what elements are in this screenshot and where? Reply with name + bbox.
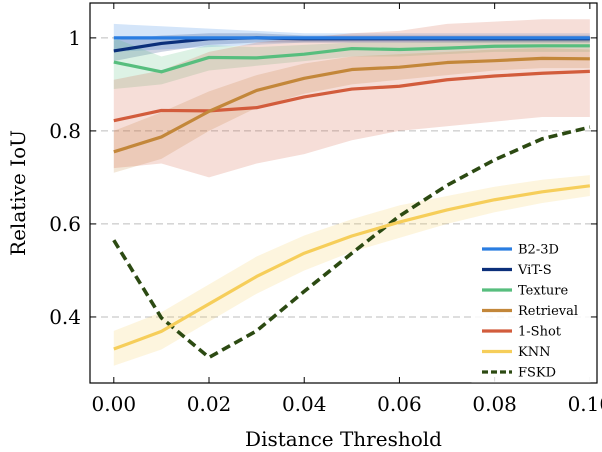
series-line-3: [113, 56, 590, 154]
legend-label-6: FSKD: [518, 366, 556, 381]
legend-label-1: ViT-S: [517, 263, 552, 278]
x-tick-label: 0.00: [92, 392, 137, 416]
series-line-2: [113, 44, 590, 74]
x-tick-label: 0.04: [282, 392, 327, 416]
legend-label-2: Texture: [518, 284, 568, 299]
x-tick-label: 0.08: [472, 392, 517, 416]
y-tick-label: 1: [68, 26, 81, 50]
x-tick-label: 0.02: [187, 392, 232, 416]
legend-box: [471, 234, 591, 383]
y-tick-label: 0.6: [49, 212, 81, 236]
y-tick-label: 0.4: [49, 305, 81, 329]
series-line-6: [112, 125, 591, 360]
series-lines: [112, 36, 591, 360]
band-series-2: [113, 37, 590, 90]
x-tick-label: 0.06: [377, 392, 422, 416]
legend-label-5: KNN: [518, 345, 550, 360]
y-axis-label: Relative IoU: [6, 130, 30, 256]
legend-label-4: 1-Shot: [518, 325, 562, 340]
axis-ticks: 0.00 0.02 0.04 0.06 0.08 0.10 0.4 0.6 0.8 1: [49, 3, 602, 416]
band-series-5: [113, 175, 590, 366]
series-line-4: [113, 69, 590, 123]
x-tick-label: 0.10: [568, 392, 602, 416]
legend-label-3: Retrieval: [518, 304, 578, 319]
legend: B2-3D ViT-S Texture Retrieval 1-Shot KNN FSKD: [471, 234, 591, 383]
legend-label-0: B2-3D: [518, 243, 559, 258]
x-axis-label: Distance Threshold: [245, 427, 442, 451]
plot-frame: [89, 2, 598, 384]
series-line-5: [113, 184, 591, 351]
y-tick-label: 0.8: [49, 119, 81, 143]
